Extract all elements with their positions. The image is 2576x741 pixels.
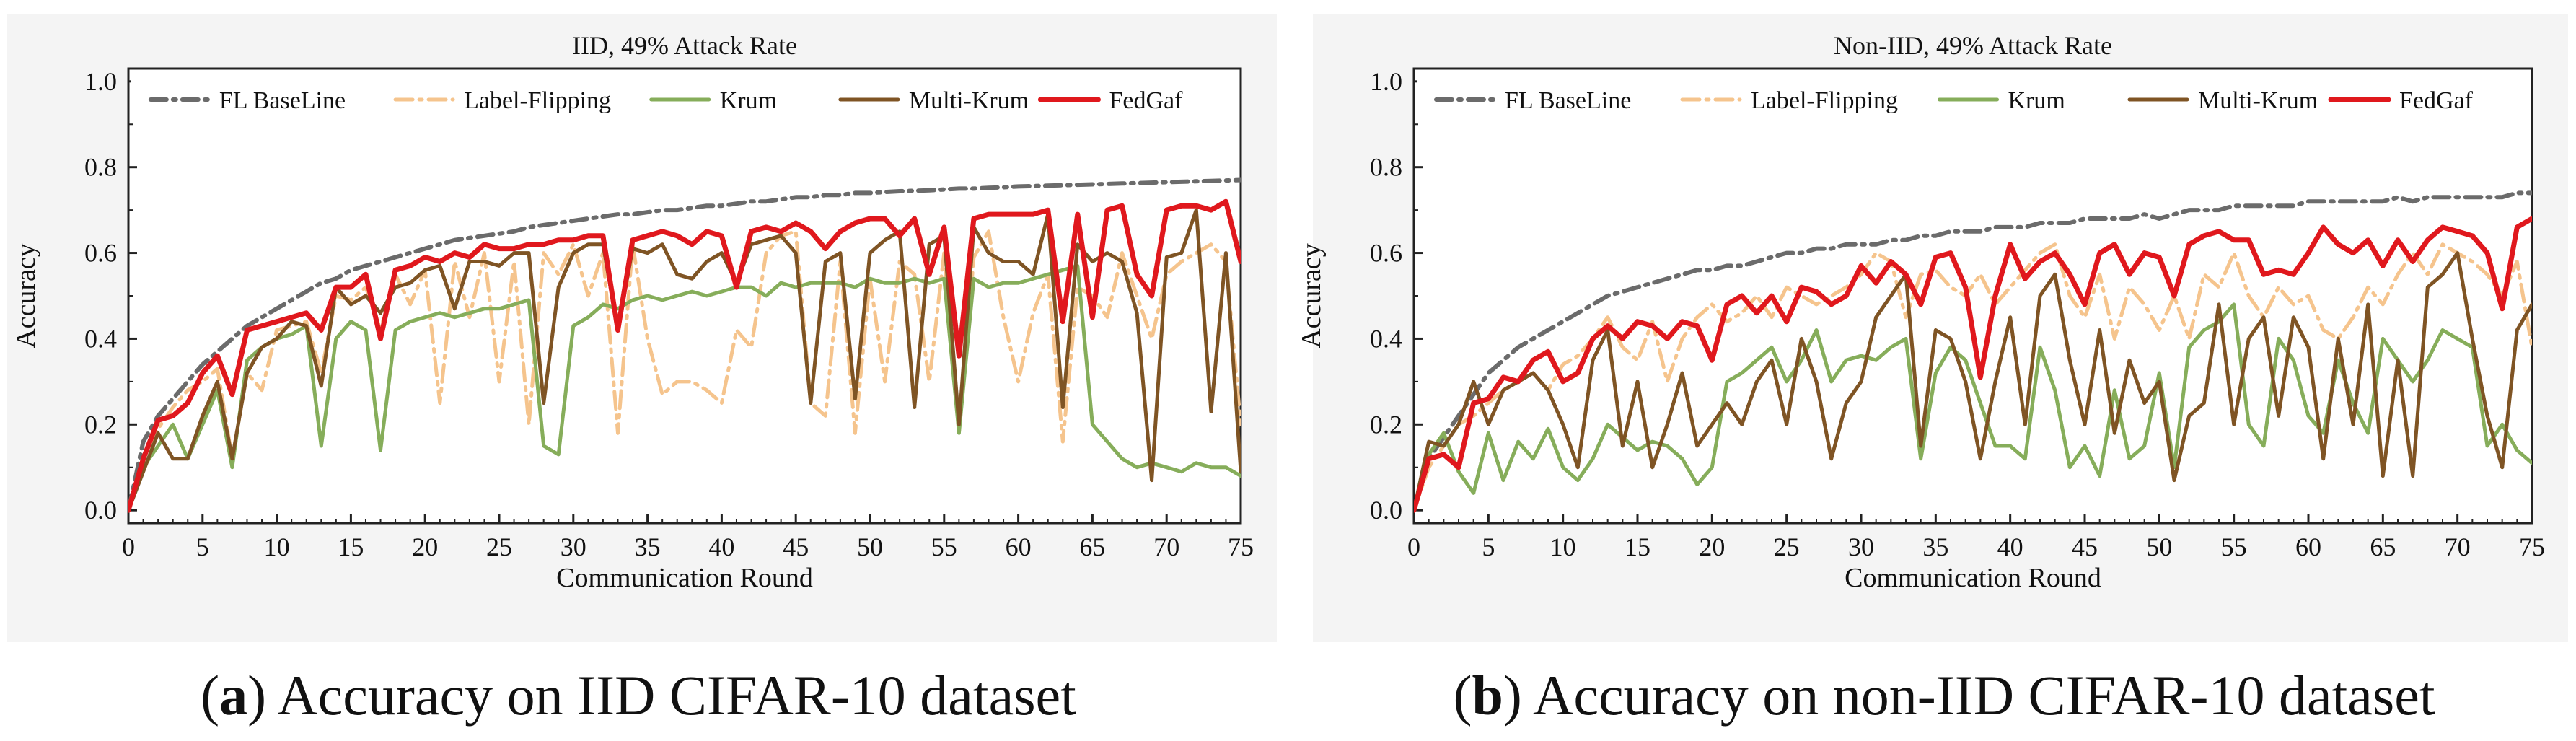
- series-line-baseline: [1414, 190, 2532, 513]
- x-tick-label: 30: [1848, 532, 1874, 561]
- x-axis-label: Communication Round: [556, 563, 813, 593]
- series-line-multi_krum: [128, 208, 1241, 512]
- series-line-label_flipping: [128, 229, 1241, 512]
- series-line-baseline: [128, 177, 1241, 513]
- x-tick-label: 10: [264, 532, 290, 561]
- x-tick-label: 40: [1997, 532, 2023, 561]
- x-tick-label: 0: [1407, 532, 1420, 561]
- y-tick-label: 1.0: [84, 67, 117, 96]
- x-tick-label: 50: [2146, 532, 2172, 561]
- series-line-multi_krum: [1414, 251, 2532, 512]
- caption-text: Accuracy on non-IID CIFAR-10 dataset: [1522, 664, 2435, 727]
- y-tick-label: 0.8: [84, 153, 117, 182]
- legend-label-fedgaf: FedGaf: [1109, 87, 1183, 114]
- x-tick-label: 0: [122, 532, 135, 561]
- x-tick-label: 45: [783, 532, 809, 561]
- y-tick-label: 0.6: [84, 239, 117, 268]
- legend-label-multi_krum: Multi-Krum: [909, 87, 1029, 114]
- y-tick-label: 0.2: [1370, 410, 1402, 439]
- legend: FL BaseLine Label-Flipping Krum Multi-Krum F…: [1417, 79, 2529, 120]
- series-line-fedgaf: [128, 198, 1241, 513]
- legend-label-label_flipping: Label-Flipping: [1751, 87, 1898, 114]
- series-line-fedgaf: [1414, 216, 2532, 513]
- caption-open-paren: (: [1453, 664, 1472, 727]
- x-tick-label: 30: [561, 532, 586, 561]
- x-tick-label: 65: [2370, 532, 2396, 561]
- x-tick-label: 15: [338, 532, 364, 561]
- chart-panel-2: Non-IID, 49% Attack Rate 0 5 10 15 20 25 30 35 40…: [1296, 14, 2568, 642]
- legend-label-krum: Krum: [2008, 87, 2065, 114]
- y-tick-label: 0.4: [1370, 324, 1402, 353]
- y-tick-label: 0.2: [84, 410, 117, 439]
- caption-b: (b) Accuracy on non-IID CIFAR-10 dataset: [1453, 664, 2435, 727]
- x-tick-label: 55: [931, 532, 957, 561]
- caption-a: (a) Accuracy on IID CIFAR-10 dataset: [201, 664, 1076, 727]
- x-tick-label: 20: [412, 532, 438, 561]
- x-tick-label: 60: [1006, 532, 1032, 561]
- legend: FL BaseLine Label-Flipping Krum Multi-Krum F…: [131, 79, 1238, 120]
- chart-title: Non-IID, 49% Attack Rate: [1834, 31, 2112, 60]
- y-tick-label: 0.0: [1370, 496, 1402, 525]
- x-tick-label: 35: [635, 532, 661, 561]
- legend-label-fedgaf: FedGaf: [2399, 87, 2474, 114]
- series-line-label_flipping: [1414, 242, 2532, 512]
- x-tick-label: 15: [1625, 532, 1650, 561]
- x-axis-label: Communication Round: [1845, 563, 2101, 593]
- caption-letter: a: [219, 664, 247, 727]
- y-axis-label: Accuracy: [1296, 243, 1327, 348]
- y-tick-label: 0.8: [1370, 153, 1402, 182]
- x-tick-label: 60: [2295, 532, 2321, 561]
- chart-panel-1: IID, 49% Attack Rate 0 5 10 15 20 25 30 35 40 45 50…: [7, 14, 1277, 642]
- series-group: [128, 177, 1241, 513]
- x-tick-label: 70: [2445, 532, 2471, 561]
- x-tick-label: 5: [196, 532, 209, 561]
- caption-open-paren: (: [201, 664, 219, 727]
- plot-area: [1412, 67, 2533, 525]
- y-tick-label: 1.0: [1370, 67, 1402, 96]
- caption-letter: b: [1472, 664, 1503, 727]
- x-tick-label: 75: [2519, 532, 2545, 561]
- x-tick-label: 10: [1550, 532, 1576, 561]
- caption-close-paren: ): [1503, 664, 1522, 727]
- y-axis-label: Accuracy: [11, 243, 41, 348]
- y-tick-label: 0.4: [84, 324, 117, 353]
- chart-title: IID, 49% Attack Rate: [572, 31, 797, 60]
- x-tick-label: 20: [1699, 532, 1725, 561]
- x-tick-label: 25: [1774, 532, 1800, 561]
- x-tick-label: 50: [857, 532, 883, 561]
- caption-text: Accuracy on IID CIFAR-10 dataset: [266, 664, 1076, 727]
- x-tick-label: 40: [708, 532, 734, 561]
- x-tick-label: 35: [1922, 532, 1948, 561]
- x-tick-label: 65: [1079, 532, 1105, 561]
- x-tick-label: 70: [1153, 532, 1179, 561]
- x-tick-label: 45: [2072, 532, 2098, 561]
- legend-label-multi_krum: Multi-Krum: [2198, 87, 2318, 114]
- legend-label-krum: Krum: [720, 87, 777, 114]
- series-group: [1414, 190, 2532, 513]
- legend-label-baseline: FL BaseLine: [219, 87, 346, 114]
- x-tick-label: 25: [486, 532, 512, 561]
- x-tick-label: 5: [1482, 532, 1495, 561]
- y-tick-label: 0.0: [84, 496, 117, 525]
- x-tick-label: 75: [1228, 532, 1254, 561]
- caption-close-paren: ): [247, 664, 266, 727]
- x-tick-label: 55: [2221, 532, 2247, 561]
- legend-label-baseline: FL BaseLine: [1505, 87, 1631, 114]
- y-tick-label: 0.6: [1370, 239, 1402, 268]
- legend-label-label_flipping: Label-Flipping: [464, 87, 611, 114]
